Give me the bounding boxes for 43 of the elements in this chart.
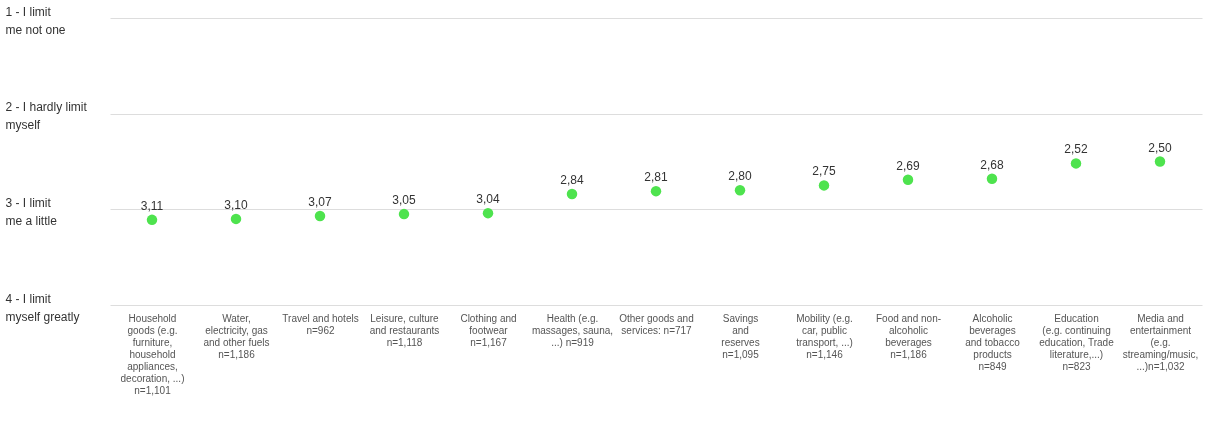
data-label: 3,05 <box>392 193 416 208</box>
y-tick-label: 4 - I limit myself greatly <box>5 291 80 324</box>
data-label: 2,84 <box>560 173 584 188</box>
x-tick-label: Water, electricity, gas and other fuels n=1,186 <box>203 312 270 360</box>
x-tick-label: Other goods and services: n=717 <box>619 312 694 336</box>
x-tick-label: Media and entertainment (e.g. streaming/music, ...)n=1,032 <box>1122 312 1199 372</box>
data-label: 2,80 <box>728 169 752 184</box>
point <box>1154 156 1166 167</box>
x-tick-label: Mobility (e.g. car, public transport, ...) n=1,146 <box>796 312 853 360</box>
x-tick-label: Alcoholic beverages and tobacco products n=849 <box>965 312 1021 372</box>
data-label: 2,69 <box>896 158 920 173</box>
data-label: 3,04 <box>476 192 500 207</box>
point <box>230 213 242 225</box>
x-tick-label: Education (e.g. continuing education, Trade literature,...) n=823 <box>1039 312 1115 372</box>
point <box>818 180 830 191</box>
point <box>734 184 746 196</box>
data-label: 3,07 <box>308 195 332 210</box>
data-label: 2,50 <box>1148 140 1172 155</box>
x-tick-label: Clothing and footwear n=1,167 <box>460 312 517 348</box>
y-tick-label: 1 - I limit me not one <box>5 4 66 37</box>
point <box>146 214 158 226</box>
x-tick-label: Household goods (e.g. furniture, household appliances, decoration, ...) n=1,101 <box>120 312 185 396</box>
point <box>650 185 662 197</box>
point <box>566 188 578 200</box>
point <box>986 173 998 184</box>
x-tick-label: Leisure, culture and restaurants n=1,118 <box>369 312 440 348</box>
x-tick-label: Travel and hotels n=962 <box>282 312 359 336</box>
x-tick-label: Savings and reserves n=1,095 <box>721 312 760 360</box>
data-label: 3,11 <box>140 198 164 213</box>
y-tick-label: 3 - I limit me a little <box>5 195 58 228</box>
data-label: 2,52 <box>1064 142 1088 157</box>
point <box>902 174 914 185</box>
point <box>1070 158 1082 169</box>
x-tick-label: Food and non- alcoholic beverages n=1,186 <box>875 312 942 360</box>
x-tick-label: Health (e.g. massages, sauna, ...) n=919 <box>531 312 614 348</box>
data-label: 2,81 <box>644 170 668 185</box>
data-label: 2,75 <box>812 164 836 179</box>
data-label: 2,68 <box>980 157 1004 172</box>
point <box>398 208 410 220</box>
y-tick-label: 2 - I hardly limit myself <box>5 100 88 133</box>
point <box>314 210 326 222</box>
data-label: 3,10 <box>224 197 248 212</box>
point <box>482 207 494 219</box>
